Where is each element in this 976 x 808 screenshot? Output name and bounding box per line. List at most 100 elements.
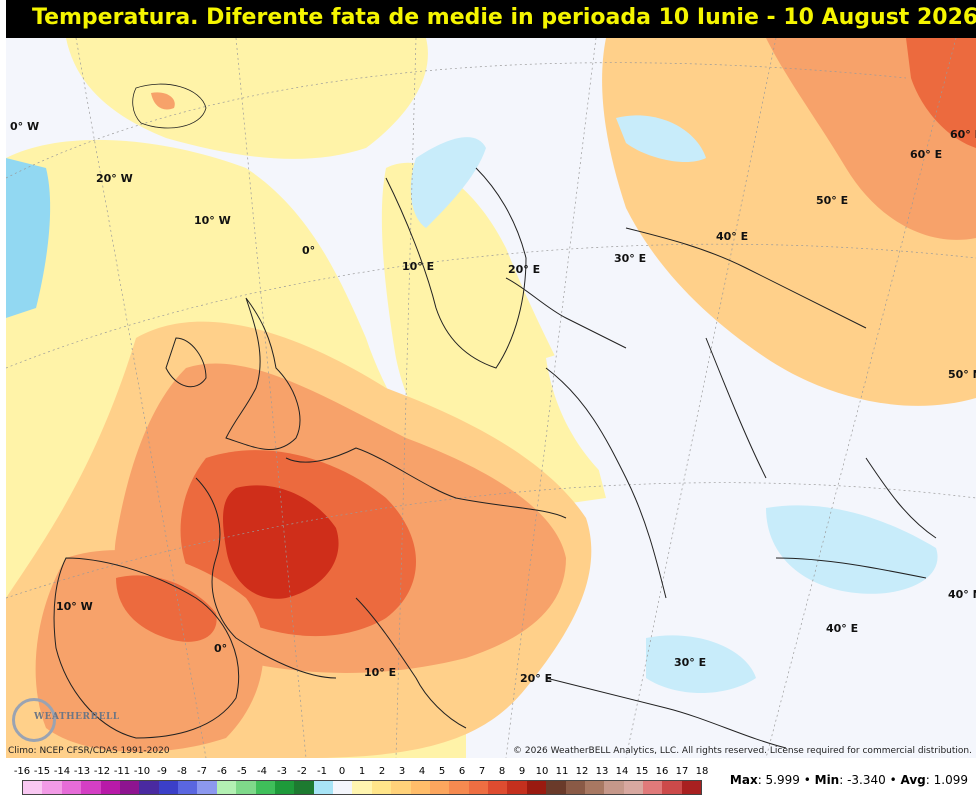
legend-tick-label: -11: [113, 766, 131, 777]
stats-summary: Max: 5.999 • Min: -3.340 • Avg: 1.099: [729, 773, 968, 787]
legend-tick-label: 13: [595, 766, 609, 777]
legend-tick-label: -15: [33, 766, 51, 777]
legend-swatch: [216, 781, 237, 794]
legend-tick-label: -12: [93, 766, 111, 777]
legend-tick-label: 2: [378, 766, 386, 777]
logo-text: WEATHERBELL: [34, 712, 120, 722]
hot-region-urals: [906, 38, 976, 148]
legend-tick-label: 1: [358, 766, 366, 777]
legend-swatch: [178, 781, 198, 794]
legend-swatch: [313, 781, 333, 794]
legend-tick-label: -10: [133, 766, 151, 777]
hot-region-iberia: [116, 575, 217, 642]
legend-swatch: [333, 781, 353, 794]
stat-min-value: -3.340: [847, 773, 886, 787]
label-lon-30e-bottom: 30° E: [674, 656, 707, 669]
legend-swatch: [507, 781, 527, 794]
legend-tick-label: -1: [317, 766, 327, 777]
legend-tick-label: 12: [575, 766, 589, 777]
label-lon-10e-bottom: 10° E: [364, 666, 397, 679]
stat-avg-label: Avg: [900, 773, 926, 787]
legend-swatch: [391, 781, 411, 794]
cool-region-atlantic-west: [6, 158, 51, 318]
legend-tick-label: 7: [478, 766, 486, 777]
legend-swatch: [61, 781, 82, 794]
legend-swatch: [274, 781, 295, 794]
legend-swatch: [643, 781, 663, 794]
label-lat-40n: 40° N: [948, 588, 976, 601]
legend-swatch: [236, 781, 256, 794]
stat-max-label: Max: [729, 773, 758, 787]
title-bar: Temperatura. Diferente fata de medie in …: [6, 0, 976, 38]
legend-tick-label: -14: [53, 766, 71, 777]
legend-tick-label: -5: [237, 766, 247, 777]
label-lon-20w: 20° W: [96, 172, 133, 185]
label-lon-40e-bottom: 40° E: [826, 622, 859, 635]
legend-tick-label: 11: [555, 766, 569, 777]
label-lon-20e-top: 20° E: [508, 263, 541, 276]
label-lat-50n: 50° N: [948, 368, 976, 381]
anomaly-map: 0° W 20° W 10° W 0° 10° E 20° E 30° E 40…: [6, 38, 976, 758]
legend-swatch: [429, 781, 450, 794]
label-lat-60n: 60° N: [950, 128, 976, 141]
legend-tick-label: 16: [655, 766, 669, 777]
legend-swatch: [294, 781, 314, 794]
legend-swatch: [23, 781, 43, 794]
legend-swatch: [526, 781, 547, 794]
logo-swirl-icon: [12, 698, 56, 742]
legend-tick-label: -7: [197, 766, 207, 777]
legend-swatch: [197, 781, 217, 794]
label-lon-0w: 0° W: [10, 120, 40, 133]
legend-tick-label: -4: [257, 766, 267, 777]
legend-swatch: [100, 781, 120, 794]
legend-tick-label: 5: [438, 766, 446, 777]
legend-tick-label: -2: [297, 766, 307, 777]
legend-ticks: -16 -15 -14 -13 -12 -11 -10 -9 -8 -7 -6 -5 -4 -3 -2 -1 0…: [14, 766, 709, 779]
cool-region-turkey: [646, 635, 756, 693]
label-lon-40e-top: 40° E: [716, 230, 749, 243]
legend-tick-label: 17: [675, 766, 689, 777]
weatherbell-logo: WEATHERBELL: [12, 696, 119, 744]
legend-tick-label: 4: [418, 766, 426, 777]
stat-max-value: 5.999: [765, 773, 800, 787]
cool-region-norway: [410, 137, 486, 228]
legend-swatch: [119, 781, 140, 794]
stat-avg-value: 1.099: [933, 773, 968, 787]
warm-region-iberia: [35, 550, 264, 752]
legend-tick-label: -3: [277, 766, 287, 777]
legend-bar: [22, 780, 702, 795]
hottest-region-france: [223, 485, 339, 599]
legend-tick-label: 14: [615, 766, 629, 777]
legend-swatch: [681, 781, 702, 794]
legend-tick-label: 10: [535, 766, 549, 777]
legend-tick-label: -16: [13, 766, 31, 777]
legend-swatch: [81, 781, 101, 794]
legend-swatch: [468, 781, 488, 794]
label-lon-30e-top: 30° E: [614, 252, 647, 265]
legend-swatch: [662, 781, 682, 794]
legend-tick-label: 15: [635, 766, 649, 777]
legend-swatch: [449, 781, 469, 794]
legend-tick-label: -8: [177, 766, 187, 777]
copyright-note: © 2026 WeatherBELL Analytics, LLC. All r…: [513, 746, 972, 756]
climo-note: Climo: NCEP CFSR/CDAS 1991-2020: [8, 746, 170, 756]
legend-swatch: [623, 781, 643, 794]
legend-swatch: [584, 781, 605, 794]
legend-tick-label: 6: [458, 766, 466, 777]
legend-tick-label: -13: [73, 766, 91, 777]
legend-swatch: [410, 781, 430, 794]
label-lon-60e: 60° E: [910, 148, 943, 161]
warm-region-north: [66, 38, 428, 159]
legend-tick-label: 18: [695, 766, 709, 777]
label-lon-10w-top: 10° W: [194, 214, 231, 227]
legend-swatch: [371, 781, 392, 794]
legend-tick-label: 3: [398, 766, 406, 777]
neutral-region-eastern-europe: [546, 344, 843, 537]
legend-tick-label: -6: [217, 766, 227, 777]
legend-swatch: [565, 781, 585, 794]
legend-tick-label: -9: [157, 766, 167, 777]
legend-swatch: [604, 781, 624, 794]
coastlines: [53, 167, 937, 749]
cool-region-finland: [616, 115, 706, 163]
label-lon-0-top: 0°: [302, 244, 316, 257]
